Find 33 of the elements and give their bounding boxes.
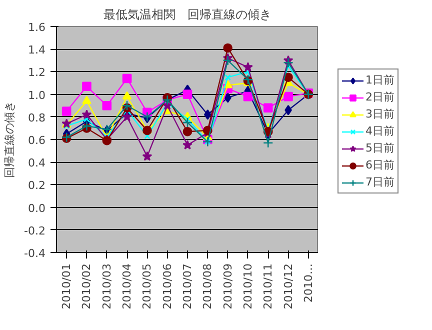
y-tick-label: -0.4	[24, 247, 46, 260]
legend-label: 4日前	[366, 124, 394, 138]
x-tick-label: 2010/01	[60, 263, 74, 310]
x-tick-label: 2010/03	[100, 263, 114, 310]
y-tick-label: -0.2	[24, 224, 46, 238]
x-tick-label: 2010/07	[181, 263, 194, 310]
legend-label: 5日前	[366, 140, 394, 156]
x-tick-label: 2010/09	[221, 263, 234, 310]
y-tick-label: 1.4	[28, 44, 46, 57]
y-tick-label: 0.8	[28, 111, 46, 124]
x-tick-label: 2010/12	[282, 263, 295, 310]
legend-label: 1日前	[366, 72, 394, 88]
x-tick-label: 2010/06	[160, 263, 174, 310]
y-tick-label: 0.4	[28, 156, 46, 170]
x-tick-label: 2010/04	[120, 263, 134, 310]
x-tick-label: 2010/02	[80, 263, 94, 310]
x-tick-label: 2010…	[302, 263, 315, 302]
y-tick-label: 1.6	[28, 21, 46, 34]
x-tick-label: 2010/05	[140, 263, 154, 310]
y-tick-label: 0.6	[28, 134, 46, 147]
y-tick-label: 0.0	[28, 202, 46, 215]
y-tick-label: 1.2	[28, 66, 46, 80]
chart-title: 最低気温相関 回帰直線の傾き	[104, 8, 272, 22]
legend-label: 7日前	[366, 174, 394, 190]
x-tick-label: 2010/08	[201, 263, 214, 310]
legend-label: 2日前	[366, 90, 394, 104]
y-tick-label: 1.0	[28, 88, 46, 102]
x-tick-label: 2010/10	[241, 263, 254, 310]
y-axis-title: 回帰直線の傾き	[3, 101, 16, 178]
y-tick-label: 0.2	[28, 179, 46, 192]
legend-label: 3日前	[366, 106, 394, 122]
x-tick-label: 2010/11	[262, 263, 275, 310]
legend-label: 6日前	[366, 158, 394, 172]
